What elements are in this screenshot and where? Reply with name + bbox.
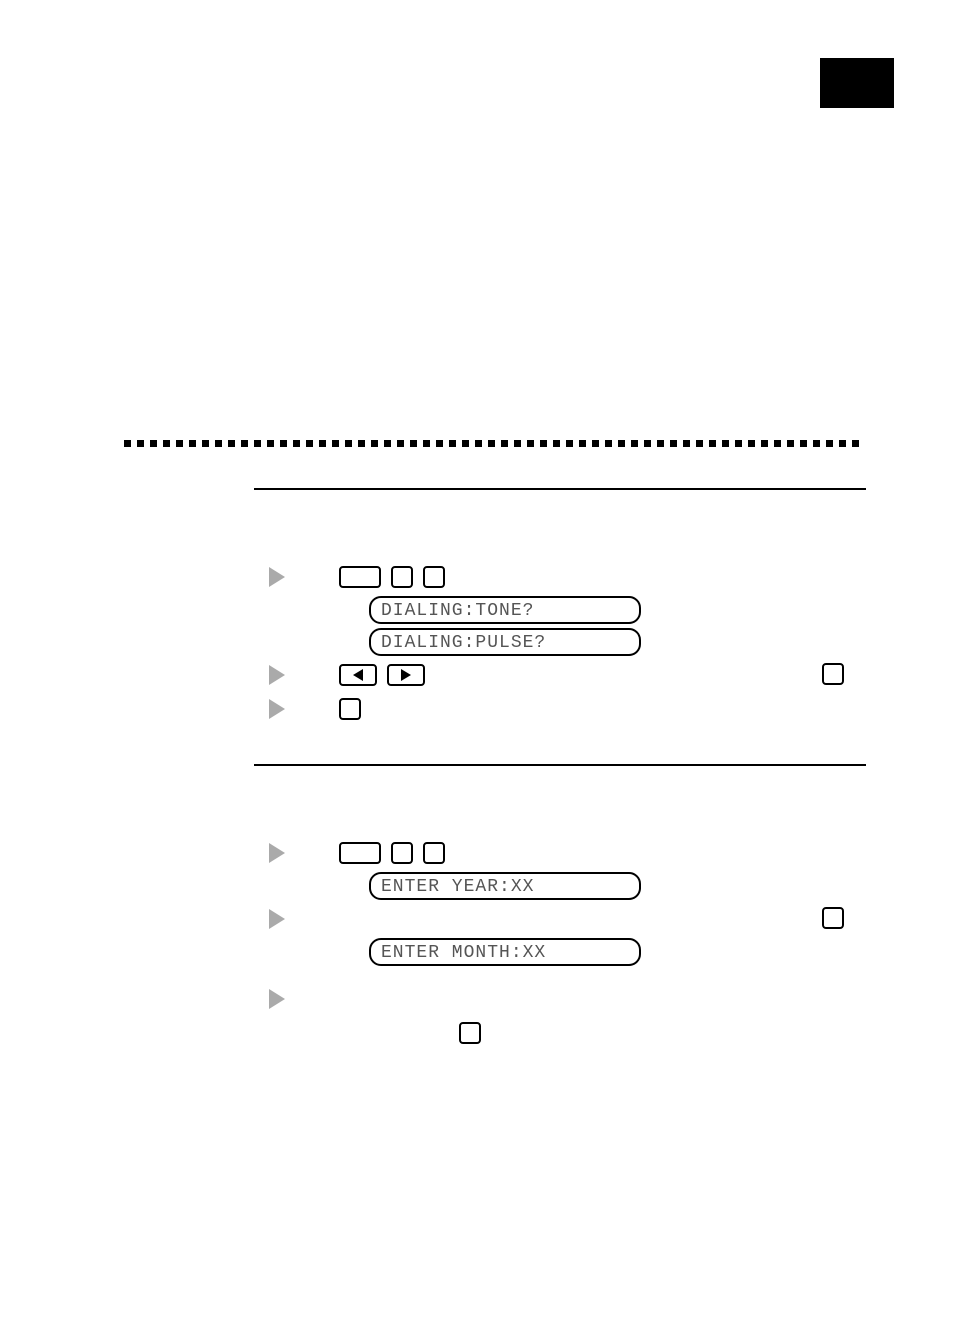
step-row — [269, 694, 866, 724]
lcd-display: ENTER MONTH:XX — [369, 938, 641, 966]
step-marker-icon — [269, 699, 285, 719]
section-divider — [254, 764, 866, 766]
key-button[interactable] — [391, 566, 413, 588]
step-row — [269, 838, 866, 868]
key-button[interactable] — [423, 842, 445, 864]
dialing-section: DIALING:TONE? DIALING:PULSE? — [124, 488, 866, 724]
date-section: ENTER YEAR:XX ENTER MONTH:XX — [124, 764, 866, 1048]
step-row — [269, 984, 866, 1014]
step-marker-icon — [269, 989, 285, 1009]
key-button[interactable] — [423, 566, 445, 588]
step-marker-icon — [269, 843, 285, 863]
function-button[interactable] — [339, 566, 381, 588]
step-marker-icon — [269, 909, 285, 929]
key-button[interactable] — [391, 842, 413, 864]
step-row — [459, 1018, 866, 1048]
page-content: DIALING:TONE? DIALING:PULSE? — [124, 440, 866, 1048]
step-marker-icon — [269, 665, 285, 685]
lcd-display: DIALING:PULSE? — [369, 628, 641, 656]
set-button[interactable] — [459, 1022, 481, 1044]
lcd-display: DIALING:TONE? — [369, 596, 641, 624]
section-divider — [254, 488, 866, 490]
key-button[interactable] — [339, 698, 361, 720]
step-row — [269, 904, 866, 934]
page-corner-tab — [820, 58, 894, 108]
arrow-left-icon — [353, 669, 363, 681]
lcd-display: ENTER YEAR:XX — [369, 872, 641, 900]
set-button[interactable] — [822, 907, 844, 929]
dotted-divider — [124, 440, 866, 448]
step-row — [269, 562, 866, 592]
step-row — [269, 660, 866, 690]
set-button[interactable] — [822, 663, 844, 685]
arrow-left-button[interactable] — [339, 664, 377, 686]
arrow-right-icon — [401, 669, 411, 681]
arrow-right-button[interactable] — [387, 664, 425, 686]
step-marker-icon — [269, 567, 285, 587]
function-button[interactable] — [339, 842, 381, 864]
